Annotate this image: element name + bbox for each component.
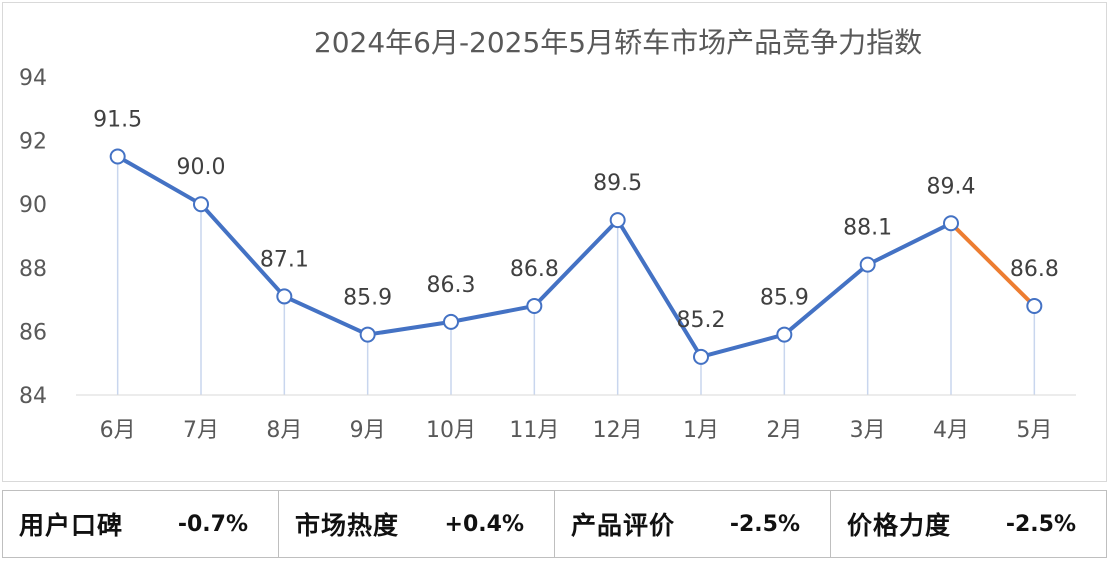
x-tick-label: 6月 (100, 418, 136, 443)
x-tick-label: 11月 (509, 418, 559, 443)
data-point (1026, 297, 1043, 314)
metric-value: +0.4% (444, 511, 524, 537)
series-line (115, 154, 1037, 359)
line-segment (699, 332, 787, 359)
line-segment (365, 319, 453, 337)
data-label: 90.0 (177, 155, 226, 180)
metric-label: 用户口碑 (19, 511, 124, 540)
metric-market-heat: 市场热度 +0.4% (279, 491, 555, 557)
line-segment (615, 218, 703, 359)
data-point (776, 326, 793, 343)
y-axis: 84 86 88 90 92 94 (19, 66, 47, 409)
x-tick-label: 4月 (933, 418, 969, 443)
metric-product-rating: 产品评价 -2.5% (555, 491, 831, 557)
data-label: 85.2 (677, 308, 726, 333)
line-segment (449, 303, 537, 324)
metric-value: -2.5% (729, 511, 800, 537)
chart-title: 2024年6月-2025年5月轿车市场产品竞争力指数 (314, 26, 922, 59)
x-axis: 6月 7月 8月 9月 10月 11月 12月 1月 2月 3月 4月 5月 (100, 418, 1053, 443)
y-tick-label: 92 (19, 130, 47, 155)
metric-value: -0.7% (177, 511, 248, 537)
data-point (109, 148, 126, 165)
x-tick-label: 10月 (426, 418, 476, 443)
line-segment (865, 221, 953, 267)
metric-label: 市场热度 (295, 511, 400, 540)
data-label: 86.8 (510, 257, 559, 282)
data-label: 85.9 (343, 286, 392, 311)
data-point (693, 348, 709, 365)
data-labels: 91.5 90.0 87.1 85.9 86.3 86.8 89.5 85.2 85.9 88.1… (93, 108, 1059, 333)
line-segment (115, 154, 203, 207)
data-point (443, 313, 459, 330)
metric-price-strength: 价格力度 -2.5% (831, 491, 1106, 557)
metric-label: 产品评价 (571, 511, 676, 540)
data-label: 85.9 (760, 286, 809, 311)
chart-frame (2, 2, 1107, 482)
x-tick-label: 7月 (183, 418, 219, 443)
drop-lines (116, 156, 1036, 395)
data-label: 86.8 (1010, 257, 1059, 282)
y-tick-label: 84 (19, 384, 47, 409)
y-tick-label: 90 (19, 193, 47, 218)
data-points (109, 148, 1043, 365)
data-point (609, 212, 626, 229)
x-tick-label: 3月 (850, 418, 886, 443)
line-segment (282, 294, 370, 337)
metric-value: -2.5% (1005, 511, 1076, 537)
metric-user-reputation: 用户口碑 -0.7% (3, 491, 279, 557)
x-tick-label: 9月 (350, 418, 386, 443)
data-point (526, 297, 543, 314)
data-label: 88.1 (843, 216, 892, 241)
data-label: 87.1 (260, 247, 309, 272)
x-tick-label: 12月 (593, 418, 643, 443)
line-chart: 2024年6月-2025年5月轿车市场产品竞争力指数 848688909294 … (19, 26, 1076, 443)
y-tick-label: 88 (19, 257, 47, 282)
y-tick-label: 94 (19, 66, 47, 91)
x-tick-label: 5月 (1016, 418, 1052, 443)
line-segment (949, 221, 1037, 308)
data-point (359, 326, 376, 343)
data-point (859, 256, 876, 273)
data-point (943, 215, 959, 232)
y-tick-label: 86 (19, 320, 47, 345)
x-tick-label: 2月 (766, 418, 802, 443)
line-segment (199, 202, 287, 299)
data-point (193, 196, 209, 213)
data-label: 91.5 (93, 108, 142, 133)
x-tick-label: 8月 (266, 418, 302, 443)
data-label: 89.5 (593, 171, 642, 196)
metrics-bar: 用户口碑 -0.7% 市场热度 +0.4% 产品评价 -2.5% 价格力度 -2… (2, 490, 1107, 558)
data-label: 89.4 (927, 174, 976, 199)
data-label: 86.3 (427, 273, 476, 298)
metric-label: 价格力度 (847, 511, 952, 540)
data-point (276, 288, 293, 305)
line-segment (532, 218, 620, 308)
line-segment (782, 262, 870, 337)
x-tick-label: 1月 (683, 418, 719, 443)
